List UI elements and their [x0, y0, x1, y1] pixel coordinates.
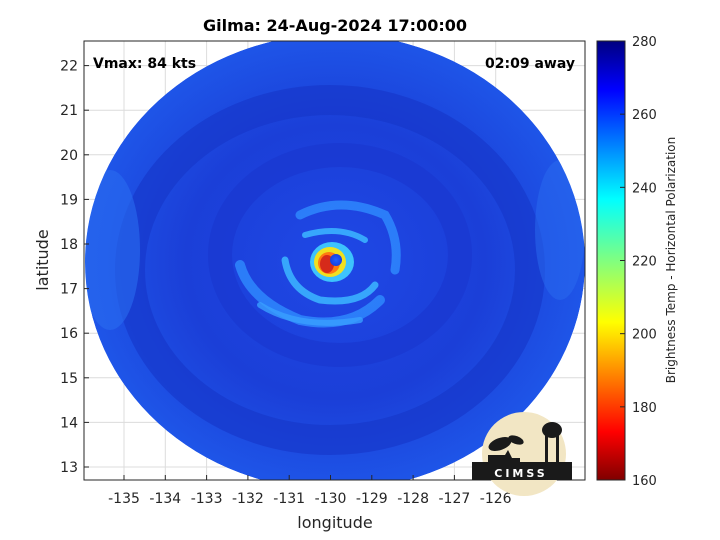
- y-tick-label: 20: [60, 148, 78, 164]
- colorbar-label: Brightness Temp - Horizontal Polarizatio…: [664, 137, 678, 384]
- x-tick-label: -127: [439, 491, 471, 507]
- x-tick-label: -126: [480, 491, 512, 507]
- y-axis-label: latitude: [33, 229, 52, 290]
- y-tick-label: 14: [60, 415, 78, 431]
- plot-title: Gilma: 24-Aug-2024 17:00:00: [203, 16, 467, 35]
- colorbar-tick-label: 280: [632, 35, 657, 50]
- microwave-swath: [85, 41, 585, 480]
- colorbar: 160 180 200 220 240 260 280 Brightness Temp - …: [596, 35, 678, 489]
- x-tick-label: -134: [149, 491, 181, 507]
- x-tick-label: -132: [232, 491, 264, 507]
- cimss-logo: CIMSS: [472, 412, 572, 496]
- y-tick-label: 13: [60, 460, 78, 476]
- colorbar-tick-label: 240: [632, 181, 657, 196]
- y-tick-label: 21: [60, 103, 78, 119]
- y-tick-label: 15: [60, 371, 78, 387]
- y-axis-ticks: 13 14 15 16 17 18 19 20 21 22: [60, 59, 89, 476]
- colorbar-tick-label: 160: [632, 474, 657, 489]
- y-tick-label: 19: [60, 192, 78, 208]
- time-away-label: 02:09 away: [485, 56, 575, 72]
- x-tick-label: -133: [191, 491, 223, 507]
- x-tick-label: -131: [273, 491, 305, 507]
- x-axis-label: longitude: [297, 513, 372, 532]
- colorbar-tick-label: 220: [632, 255, 657, 270]
- colorbar-ticks: 160 180 200 220 240 260 280: [620, 35, 657, 489]
- x-tick-label: -129: [356, 491, 388, 507]
- eye: [330, 254, 342, 266]
- y-tick-label: 17: [60, 282, 78, 298]
- x-tick-label: -130: [315, 491, 347, 507]
- vmax-label: Vmax: 84 kts: [93, 56, 196, 72]
- x-tick-label: -135: [108, 491, 140, 507]
- logo-text: CIMSS: [494, 467, 547, 480]
- x-axis-ticks: -135 -134 -133 -132 -131 -130 -129 -128 -127 -126: [108, 475, 512, 507]
- y-tick-label: 22: [60, 59, 78, 75]
- colorbar-tick-label: 200: [632, 328, 657, 343]
- colorbar-tick-label: 260: [632, 108, 657, 123]
- y-tick-label: 16: [60, 326, 78, 342]
- colorbar-tick-label: 180: [632, 401, 657, 416]
- rain-bands: [235, 200, 401, 328]
- x-tick-label: -128: [397, 491, 429, 507]
- y-tick-label: 18: [60, 237, 78, 253]
